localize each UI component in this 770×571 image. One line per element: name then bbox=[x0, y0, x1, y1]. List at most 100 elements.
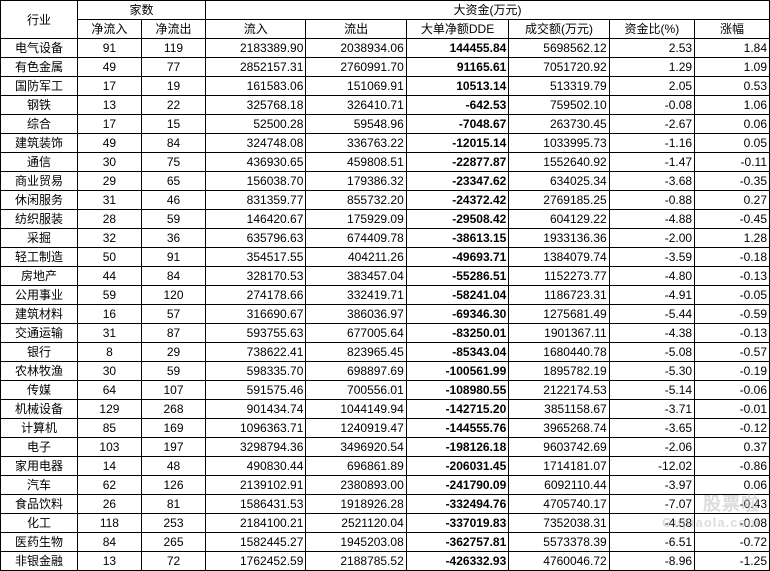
cell-netOut: 75 bbox=[141, 153, 205, 172]
cell-change: 0.06 bbox=[695, 476, 770, 495]
cell-flowOut: 332419.71 bbox=[306, 286, 406, 305]
cell-netOut: 126 bbox=[141, 476, 205, 495]
cell-change: 0.37 bbox=[695, 438, 770, 457]
cell-industry: 电子 bbox=[1, 438, 78, 457]
cell-industry: 汽车 bbox=[1, 476, 78, 495]
cell-netOut: 15 bbox=[141, 115, 205, 134]
cell-ratio: -2.06 bbox=[609, 438, 694, 457]
cell-turnover: 263730.45 bbox=[509, 115, 609, 134]
cell-flowOut: 698897.69 bbox=[306, 362, 406, 381]
table-row: 电子1031973298794.363496920.54-198126.1896… bbox=[1, 438, 770, 457]
table-row: 医药生物842651582445.271945203.08-362757.815… bbox=[1, 533, 770, 552]
cell-change: 1.84 bbox=[695, 39, 770, 58]
cell-flowIn: 591575.46 bbox=[206, 381, 306, 400]
table-row: 建筑材料1657316690.67386036.97-69346.3012756… bbox=[1, 305, 770, 324]
cell-netIn: 31 bbox=[77, 324, 141, 343]
cell-ratio: -4.38 bbox=[609, 324, 694, 343]
cell-flowOut: 386036.97 bbox=[306, 305, 406, 324]
cell-dde: -144555.76 bbox=[406, 419, 509, 438]
cell-dde: -58241.04 bbox=[406, 286, 509, 305]
cell-flowOut: 677005.64 bbox=[306, 324, 406, 343]
cell-turnover: 1275681.49 bbox=[509, 305, 609, 324]
table-row: 电气设备911192183389.902038934.06144455.8456… bbox=[1, 39, 770, 58]
cell-turnover: 2122174.53 bbox=[509, 381, 609, 400]
cell-netOut: 84 bbox=[141, 134, 205, 153]
cell-ratio: -5.14 bbox=[609, 381, 694, 400]
cell-netIn: 129 bbox=[77, 400, 141, 419]
cell-industry: 综合 bbox=[1, 115, 78, 134]
col-flowin: 流入 bbox=[206, 20, 306, 39]
cell-netIn: 103 bbox=[77, 438, 141, 457]
table-row: 农林牧渔3059598335.70698897.69-100561.991895… bbox=[1, 362, 770, 381]
cell-change: -0.59 bbox=[695, 305, 770, 324]
cell-ratio: -3.71 bbox=[609, 400, 694, 419]
cell-industry: 家用电器 bbox=[1, 457, 78, 476]
table-row: 公用事业59120274178.66332419.71-58241.041186… bbox=[1, 286, 770, 305]
cell-change: -0.13 bbox=[695, 324, 770, 343]
cell-industry: 传媒 bbox=[1, 381, 78, 400]
watermark: 股票啦 Gupiaola.com bbox=[662, 494, 760, 531]
colgroup-bigmoney: 大资金(万元) bbox=[206, 1, 770, 20]
cell-netOut: 81 bbox=[141, 495, 205, 514]
cell-flowIn: 1762452.59 bbox=[206, 552, 306, 571]
cell-turnover: 759502.10 bbox=[509, 96, 609, 115]
cell-dde: -100561.99 bbox=[406, 362, 509, 381]
cell-change: -0.12 bbox=[695, 419, 770, 438]
cell-dde: -241790.09 bbox=[406, 476, 509, 495]
cell-turnover: 9603742.69 bbox=[509, 438, 609, 457]
cell-flowOut: 1945203.08 bbox=[306, 533, 406, 552]
cell-industry: 农林牧渔 bbox=[1, 362, 78, 381]
cell-ratio: -6.51 bbox=[609, 533, 694, 552]
cell-dde: -83250.01 bbox=[406, 324, 509, 343]
cell-flowIn: 2184100.21 bbox=[206, 514, 306, 533]
cell-flowIn: 146420.67 bbox=[206, 210, 306, 229]
cell-flowOut: 2188785.52 bbox=[306, 552, 406, 571]
cell-flowOut: 336763.22 bbox=[306, 134, 406, 153]
cell-netOut: 119 bbox=[141, 39, 205, 58]
cell-netOut: 22 bbox=[141, 96, 205, 115]
cell-dde: -85343.04 bbox=[406, 343, 509, 362]
cell-change: -0.11 bbox=[695, 153, 770, 172]
cell-netIn: 26 bbox=[77, 495, 141, 514]
cell-netIn: 29 bbox=[77, 172, 141, 191]
table-row: 食品饮料26811586431.531918926.28-332494.7647… bbox=[1, 495, 770, 514]
cell-ratio: -5.30 bbox=[609, 362, 694, 381]
cell-netIn: 49 bbox=[77, 134, 141, 153]
cell-dde: -108980.55 bbox=[406, 381, 509, 400]
cell-industry: 计算机 bbox=[1, 419, 78, 438]
table-row: 采掘3236635796.63674409.78-38613.151933136… bbox=[1, 229, 770, 248]
cell-netOut: 65 bbox=[141, 172, 205, 191]
cell-netIn: 32 bbox=[77, 229, 141, 248]
cell-flowIn: 2183389.90 bbox=[206, 39, 306, 58]
cell-netOut: 59 bbox=[141, 210, 205, 229]
cell-flowOut: 696861.89 bbox=[306, 457, 406, 476]
table-row: 银行829738622.41823965.45-85343.041680440.… bbox=[1, 343, 770, 362]
cell-flowIn: 1586431.53 bbox=[206, 495, 306, 514]
col-ratio: 资金比(%) bbox=[609, 20, 694, 39]
table-row: 休闲服务3146831359.77855732.20-24372.4227691… bbox=[1, 191, 770, 210]
cell-netOut: 84 bbox=[141, 267, 205, 286]
cell-ratio: -3.68 bbox=[609, 172, 694, 191]
table-row: 家用电器1448490830.44696861.89-206031.451714… bbox=[1, 457, 770, 476]
cell-change: -0.72 bbox=[695, 533, 770, 552]
cell-ratio: -3.59 bbox=[609, 248, 694, 267]
cell-turnover: 1384079.74 bbox=[509, 248, 609, 267]
cell-ratio: 2.05 bbox=[609, 77, 694, 96]
cell-industry: 休闲服务 bbox=[1, 191, 78, 210]
cell-netOut: 46 bbox=[141, 191, 205, 210]
cell-flowIn: 328170.53 bbox=[206, 267, 306, 286]
cell-turnover: 1933136.36 bbox=[509, 229, 609, 248]
cell-turnover: 1680440.78 bbox=[509, 343, 609, 362]
cell-dde: 10513.14 bbox=[406, 77, 509, 96]
cell-dde: -426332.93 bbox=[406, 552, 509, 571]
cell-netIn: 44 bbox=[77, 267, 141, 286]
cell-flowOut: 151069.91 bbox=[306, 77, 406, 96]
cell-ratio: -0.88 bbox=[609, 191, 694, 210]
cell-flowOut: 404211.26 bbox=[306, 248, 406, 267]
cell-dde: -38613.15 bbox=[406, 229, 509, 248]
cell-industry: 电气设备 bbox=[1, 39, 78, 58]
cell-netOut: 36 bbox=[141, 229, 205, 248]
cell-netOut: 253 bbox=[141, 514, 205, 533]
cell-netIn: 31 bbox=[77, 191, 141, 210]
cell-flowIn: 3298794.36 bbox=[206, 438, 306, 457]
